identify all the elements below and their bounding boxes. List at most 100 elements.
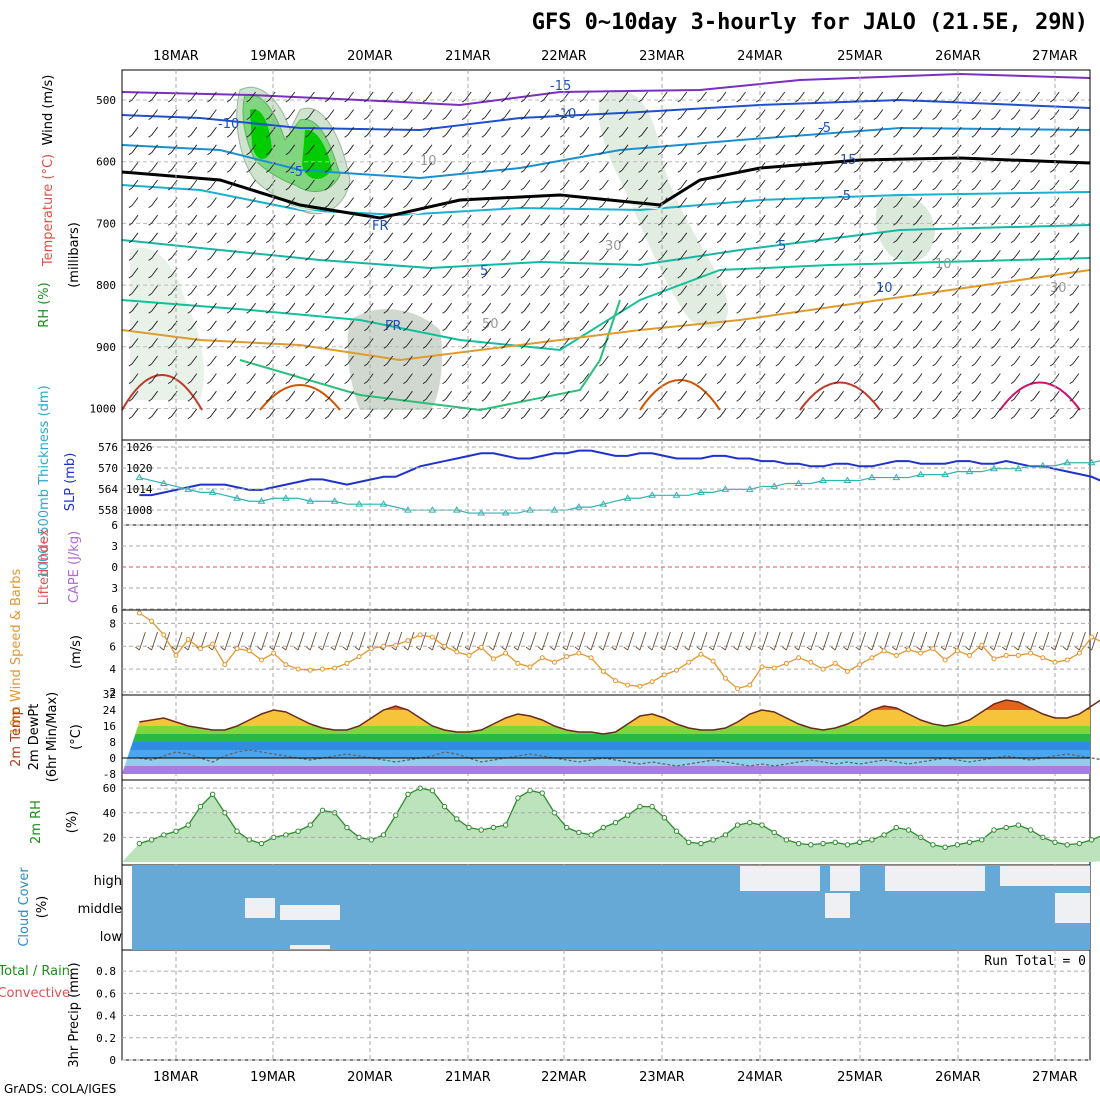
- wind-barb: [540, 91, 550, 103]
- wind-barb-10m: [1038, 631, 1050, 651]
- wind-barb: [1049, 126, 1060, 138]
- wind-barb: [1010, 91, 1021, 103]
- wind-barb: [912, 285, 923, 296]
- wind-barb-10m: [672, 631, 683, 651]
- wind-barb: [736, 214, 746, 226]
- wind-barb-10m: [843, 631, 854, 651]
- wind-barb: [932, 214, 942, 226]
- wind-barb: [951, 91, 962, 103]
- wind-barb: [736, 91, 746, 103]
- rh-point: [515, 795, 521, 801]
- wind-barb: [1049, 320, 1060, 332]
- wind-barb: [501, 197, 511, 208]
- wind-barb: [265, 267, 276, 279]
- wind-barb: [442, 285, 452, 296]
- wind-speed-point: [271, 650, 277, 656]
- wind-barb: [481, 285, 492, 296]
- wind-barb: [324, 373, 335, 384]
- wind-barb: [265, 373, 276, 384]
- wind-barb: [305, 179, 315, 191]
- rh-point: [563, 824, 570, 831]
- rh-point: [429, 787, 436, 794]
- wind-speed-point: [796, 655, 802, 661]
- wind-barb: [618, 267, 629, 279]
- wind-barb: [1069, 232, 1080, 244]
- thickness-marker: [599, 500, 608, 507]
- wind-barb: [893, 408, 903, 420]
- wind-barb: [795, 285, 805, 296]
- wind-barb: [853, 390, 864, 402]
- rh-point: [759, 822, 765, 828]
- wind-barb: [716, 338, 727, 349]
- wind-barb-10m: [1075, 631, 1086, 651]
- rh-point: [478, 827, 484, 833]
- wind-barb: [520, 197, 531, 208]
- wind-barb: [520, 214, 531, 226]
- wind-barb: [481, 109, 492, 120]
- wind-barb: [599, 144, 609, 156]
- wind-barb: [814, 109, 825, 120]
- wind-barb: [677, 109, 688, 120]
- wind-barb: [1069, 373, 1080, 384]
- wind-barb: [873, 109, 884, 120]
- wind-barb: [912, 109, 923, 120]
- wind-barb: [363, 144, 374, 156]
- wind-barb: [520, 408, 531, 420]
- wind-barb: [383, 91, 394, 103]
- wind-barb: [324, 338, 335, 349]
- wind-barb-10m: [782, 631, 793, 651]
- wind-barb: [932, 390, 942, 402]
- wind-barb: [1010, 250, 1021, 261]
- wind-barb: [775, 197, 786, 208]
- wind-barb: [363, 197, 374, 208]
- wind-barb: [991, 355, 1001, 367]
- wind-barb: [716, 197, 727, 208]
- wind-barb: [226, 197, 237, 208]
- wind-barb: [481, 179, 492, 191]
- wind-barb: [403, 162, 413, 173]
- wind-barb: [736, 179, 746, 191]
- wind-barb: [520, 232, 531, 244]
- wind-barb: [1030, 373, 1040, 384]
- wind-barb: [814, 408, 825, 420]
- wind-barb-10m: [879, 631, 891, 651]
- wind-barb: [971, 267, 982, 279]
- thickness-marker: [916, 470, 925, 478]
- rh-tick-label: 40: [103, 807, 116, 820]
- rh-point: [734, 822, 741, 828]
- wind-barb: [912, 320, 923, 332]
- contour-label: 5: [480, 264, 488, 279]
- wind-barb: [814, 91, 825, 103]
- wind-speed-point: [197, 646, 203, 652]
- rh-point: [844, 842, 851, 848]
- wind-barb-10m: [354, 631, 366, 651]
- rh-point: [161, 832, 167, 838]
- wind-barb: [795, 355, 805, 367]
- wind-barb-10m: [244, 631, 256, 651]
- wind-speed-point: [210, 641, 216, 647]
- wind-barb: [677, 302, 688, 314]
- date-label-top: 19MAR: [250, 49, 296, 64]
- wind-barb: [932, 285, 942, 296]
- wind-barb: [834, 373, 844, 384]
- wind-barb: [657, 390, 668, 402]
- wind-barb: [638, 355, 648, 367]
- wind-barb: [187, 390, 198, 402]
- wind-barb-10m: [769, 631, 781, 651]
- wind-barb-10m: [599, 631, 610, 651]
- wind-barb: [638, 91, 648, 103]
- wind-barb: [324, 126, 335, 138]
- thickness-marker: [623, 494, 632, 501]
- wind-barb: [893, 373, 903, 384]
- date-label-bottom: 21MAR: [445, 1070, 491, 1085]
- wind-barb: [403, 355, 413, 367]
- wind-barb: [246, 408, 256, 420]
- wind-barb: [501, 302, 511, 314]
- chart-title: GFS 0~10day 3-hourly for JALO (21.5E, 29…: [531, 10, 1088, 35]
- wind-barb: [912, 126, 923, 138]
- lifted-index-axis-label: Lifted Index: [37, 528, 52, 605]
- wind-barb: [344, 285, 354, 296]
- wind-barb: [716, 285, 727, 296]
- wind-barb: [638, 390, 648, 402]
- rh-point: [747, 819, 753, 826]
